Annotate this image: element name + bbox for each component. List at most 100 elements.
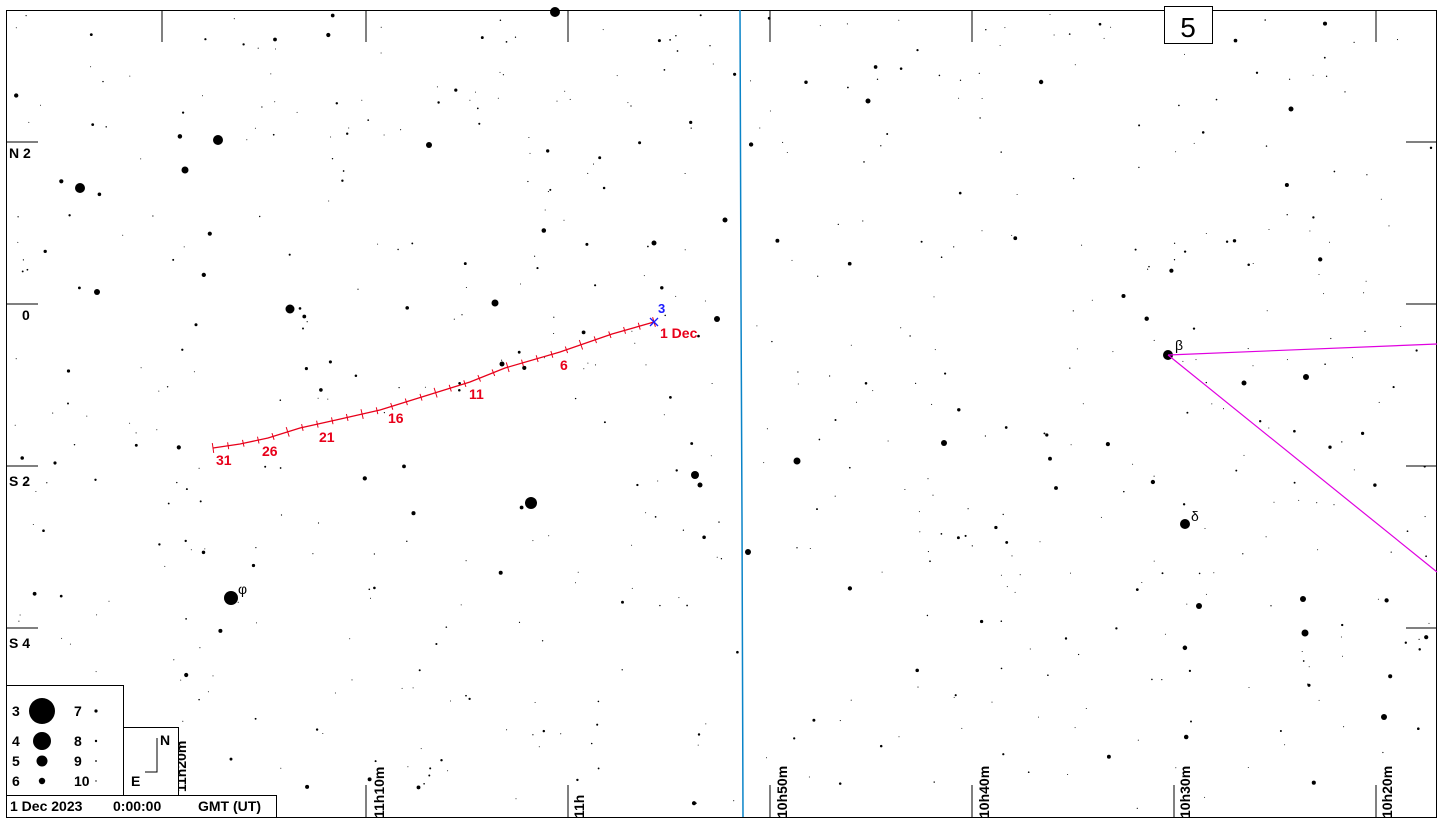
field-star (327, 398, 329, 400)
field-star (1255, 71, 1259, 74)
field-star (383, 134, 385, 136)
field-star (465, 560, 467, 562)
field-star (416, 785, 421, 790)
field-star (1235, 469, 1238, 472)
field-star (834, 495, 836, 497)
field-star (1382, 751, 1384, 754)
field-star (465, 694, 467, 697)
field-star (720, 558, 723, 560)
field-star (934, 349, 936, 351)
field-star (1252, 365, 1254, 367)
field-star (1186, 411, 1189, 414)
field-star (705, 723, 707, 725)
field-star (534, 702, 536, 703)
field-star (690, 442, 694, 445)
track-day-tick (301, 423, 304, 432)
bright-star (1180, 519, 1190, 529)
field-star (373, 553, 376, 555)
field-star (1067, 773, 1069, 776)
field-star (251, 563, 256, 568)
field-star (944, 372, 947, 375)
field-star (621, 600, 624, 604)
field-star (1011, 234, 1013, 236)
comet-date-11: 11 (469, 386, 484, 402)
bright-star (722, 217, 728, 223)
field-star (1378, 401, 1380, 403)
field-star (246, 139, 248, 141)
field-star (440, 759, 443, 762)
legend-mag-4: 4 (12, 733, 20, 749)
field-star (1417, 727, 1420, 730)
field-star (1002, 513, 1004, 516)
field-star (597, 767, 600, 770)
field-star (1330, 337, 1332, 340)
dec-label-n2: N 2 (9, 145, 31, 161)
track-day-tick (242, 439, 245, 447)
field-star (68, 214, 71, 217)
legend-mag-10: 10 (74, 773, 90, 789)
field-star (850, 699, 852, 701)
field-star (957, 408, 961, 412)
field-star (242, 43, 245, 46)
compass-north: N (160, 732, 170, 748)
field-star (1242, 553, 1244, 555)
field-star (59, 179, 64, 184)
field-star (449, 700, 452, 702)
field-star (587, 362, 589, 364)
comet-date-21: 21 (319, 429, 335, 445)
field-star (837, 223, 839, 226)
field-star (326, 32, 331, 38)
field-star (528, 136, 530, 139)
field-star (505, 41, 508, 43)
field-star (1377, 598, 1379, 600)
bright-star (1288, 106, 1294, 112)
field-star (848, 466, 851, 469)
field-star (255, 547, 257, 549)
field-star (1068, 33, 1071, 35)
field-star (1198, 572, 1201, 575)
field-star (1344, 91, 1346, 93)
field-star (158, 543, 161, 546)
field-star (469, 99, 471, 101)
field-star (847, 586, 853, 591)
field-star (279, 467, 282, 469)
field-star (302, 314, 307, 319)
field-star (1072, 177, 1075, 180)
field-star (185, 618, 187, 620)
field-star (1388, 225, 1390, 227)
bright-star (793, 457, 801, 465)
track-day-tick (578, 339, 584, 350)
field-star (594, 364, 597, 366)
field-star (1352, 357, 1353, 359)
field-star (341, 179, 344, 182)
track-day-tick (491, 369, 496, 377)
ra-label-10h20m: 10h20m (1379, 766, 1395, 818)
field-star (367, 119, 370, 121)
field-star (909, 335, 911, 337)
field-star (766, 428, 768, 430)
field-star (1091, 299, 1093, 301)
field-star (675, 34, 677, 37)
field-star (401, 687, 403, 689)
field-star (190, 549, 192, 551)
field-star (1000, 574, 1002, 576)
field-star (1192, 327, 1196, 330)
legend-mag-6: 6 (12, 773, 20, 789)
field-star (879, 744, 883, 748)
field-star (135, 432, 137, 434)
field-star (506, 729, 508, 731)
field-star (1076, 348, 1078, 350)
field-star (1340, 636, 1342, 638)
field-star (1183, 734, 1189, 740)
field-star (317, 522, 320, 524)
field-star (90, 66, 92, 68)
field-star (91, 123, 95, 126)
field-star (938, 74, 941, 77)
field-star (1137, 739, 1139, 741)
field-star (122, 234, 124, 236)
field-star (1205, 593, 1207, 595)
bright-star (426, 142, 432, 148)
field-star (458, 388, 461, 392)
field-star (1415, 349, 1418, 352)
field-star (20, 456, 24, 460)
